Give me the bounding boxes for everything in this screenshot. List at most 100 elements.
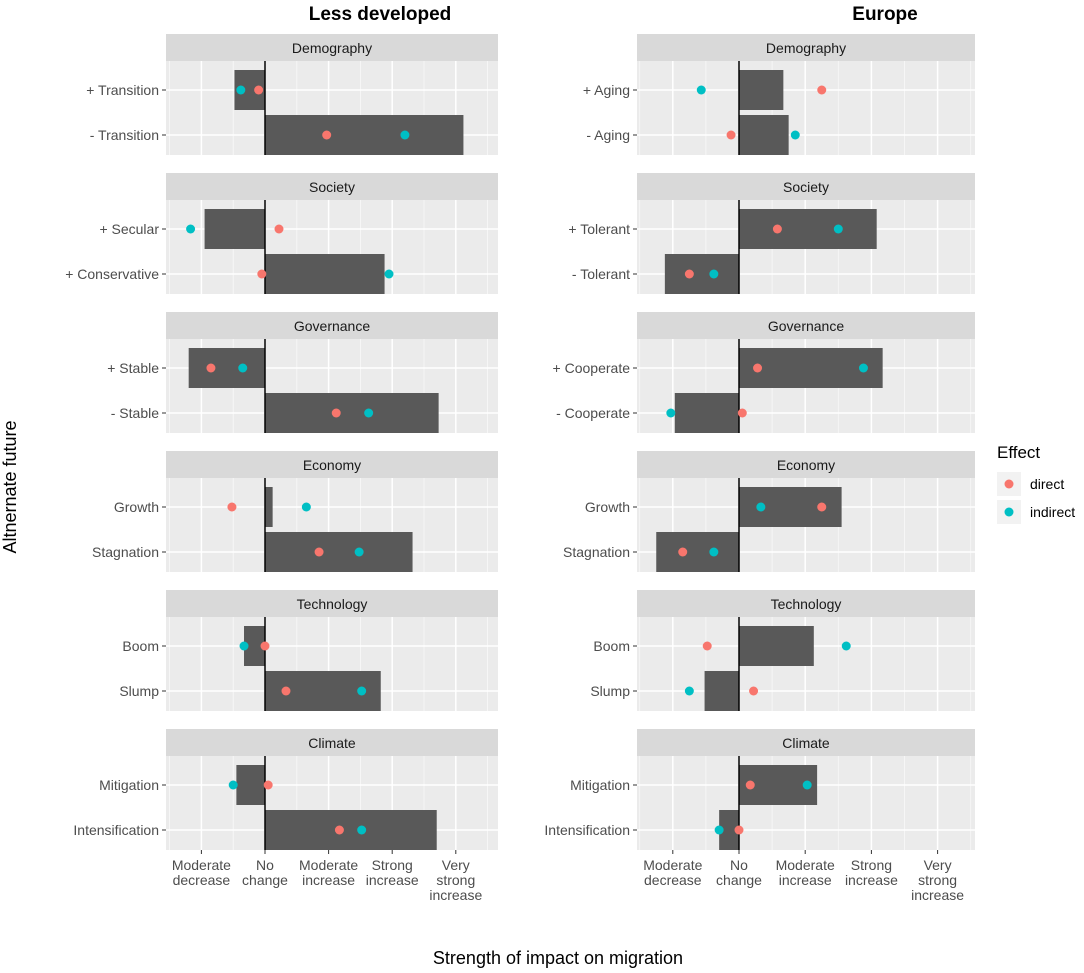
legend-label: direct [1030, 476, 1064, 492]
y-tick-label: - Tolerant [572, 266, 630, 282]
point-direct [702, 641, 712, 651]
facet-strip [166, 451, 498, 478]
point-indirect [301, 502, 311, 512]
y-tick-label: Intensification [73, 822, 159, 838]
bar [204, 209, 265, 249]
facet-strip-label: Society [783, 179, 829, 195]
point-indirect [833, 224, 843, 234]
point-direct [281, 686, 291, 696]
x-tick-label: Moderate [172, 857, 231, 873]
facet-strip [637, 312, 975, 339]
point-direct [734, 825, 744, 835]
y-tick-label: + Secular [99, 221, 159, 237]
y-tick-label: + Tolerant [568, 221, 630, 237]
y-tick-label: + Conservative [65, 266, 159, 282]
bar [656, 532, 739, 572]
bar [265, 810, 437, 850]
x-tick-label: Moderate [776, 857, 835, 873]
point-indirect [236, 85, 246, 95]
facet-strip-label: Demography [292, 40, 372, 56]
bar [704, 671, 739, 711]
point-direct [314, 547, 324, 557]
bar [265, 115, 464, 155]
y-tick-label: Growth [585, 499, 630, 515]
facet-strip-label: Technology [771, 596, 842, 612]
point-direct [726, 130, 736, 140]
bar [265, 487, 273, 527]
y-tick-label: + Aging [583, 82, 630, 98]
point-indirect [384, 269, 394, 279]
facet-strip [637, 34, 975, 61]
point-direct [263, 780, 273, 790]
facet-strip [637, 173, 975, 200]
point-direct [817, 502, 827, 512]
point-indirect [364, 408, 374, 418]
x-tick-label: Strong [372, 857, 413, 873]
bar [739, 626, 814, 666]
x-tick-label: No [256, 857, 274, 873]
y-tick-label: Mitigation [99, 777, 159, 793]
point-indirect [238, 363, 248, 373]
bar [265, 254, 385, 294]
x-tick-label: strong [436, 872, 475, 888]
point-indirect [684, 686, 694, 696]
facet-strip [637, 590, 975, 617]
point-direct [817, 85, 827, 95]
point-indirect [228, 780, 238, 790]
x-tick-label: increase [302, 872, 355, 888]
x-tick-label: decrease [173, 872, 231, 888]
x-tick-label: change [716, 872, 762, 888]
legend-key [1004, 507, 1014, 517]
x-tick-label: Moderate [299, 857, 358, 873]
column-title: Less developed [309, 4, 452, 25]
point-direct [745, 780, 755, 790]
point-indirect [756, 502, 766, 512]
y-tick-label: Slump [590, 683, 630, 699]
point-direct [334, 825, 344, 835]
facet-strip-label: Climate [308, 735, 356, 751]
y-tick-label: Slump [119, 683, 159, 699]
y-tick-label: - Aging [586, 127, 630, 143]
facet-strip [166, 729, 498, 756]
point-indirect [666, 408, 676, 418]
point-direct [678, 547, 688, 557]
y-tick-label: Boom [122, 638, 159, 654]
point-direct [206, 363, 216, 373]
bar [674, 393, 739, 433]
facet-strip [637, 451, 975, 478]
x-tick-label: No [730, 857, 748, 873]
point-indirect [357, 825, 367, 835]
y-tick-label: + Transition [86, 82, 159, 98]
legend-title: Effect [997, 443, 1040, 462]
bar [739, 209, 877, 249]
y-tick-label: Mitigation [570, 777, 630, 793]
bar [236, 765, 265, 805]
point-indirect [696, 85, 706, 95]
point-indirect [714, 825, 724, 835]
y-tick-label: - Cooperate [556, 405, 630, 421]
point-indirect [790, 130, 800, 140]
point-indirect [802, 780, 812, 790]
point-direct [331, 408, 341, 418]
bar [739, 115, 789, 155]
x-tick-label: increase [366, 872, 419, 888]
facet-strip-label: Demography [766, 40, 846, 56]
bar [244, 626, 265, 666]
x-tick-label: Strong [851, 857, 892, 873]
point-indirect [239, 641, 249, 651]
point-direct [274, 224, 284, 234]
bar [739, 348, 883, 388]
y-tick-label: Boom [593, 638, 630, 654]
y-tick-label: - Stable [111, 405, 159, 421]
facet-strip [637, 729, 975, 756]
point-direct [772, 224, 782, 234]
panel-background [637, 61, 975, 155]
point-indirect [186, 224, 196, 234]
x-tick-label: decrease [644, 872, 702, 888]
point-indirect [841, 641, 851, 651]
point-indirect [357, 686, 367, 696]
bar [265, 393, 439, 433]
point-direct [257, 269, 267, 279]
x-tick-label: Moderate [643, 857, 702, 873]
bar [739, 70, 784, 110]
